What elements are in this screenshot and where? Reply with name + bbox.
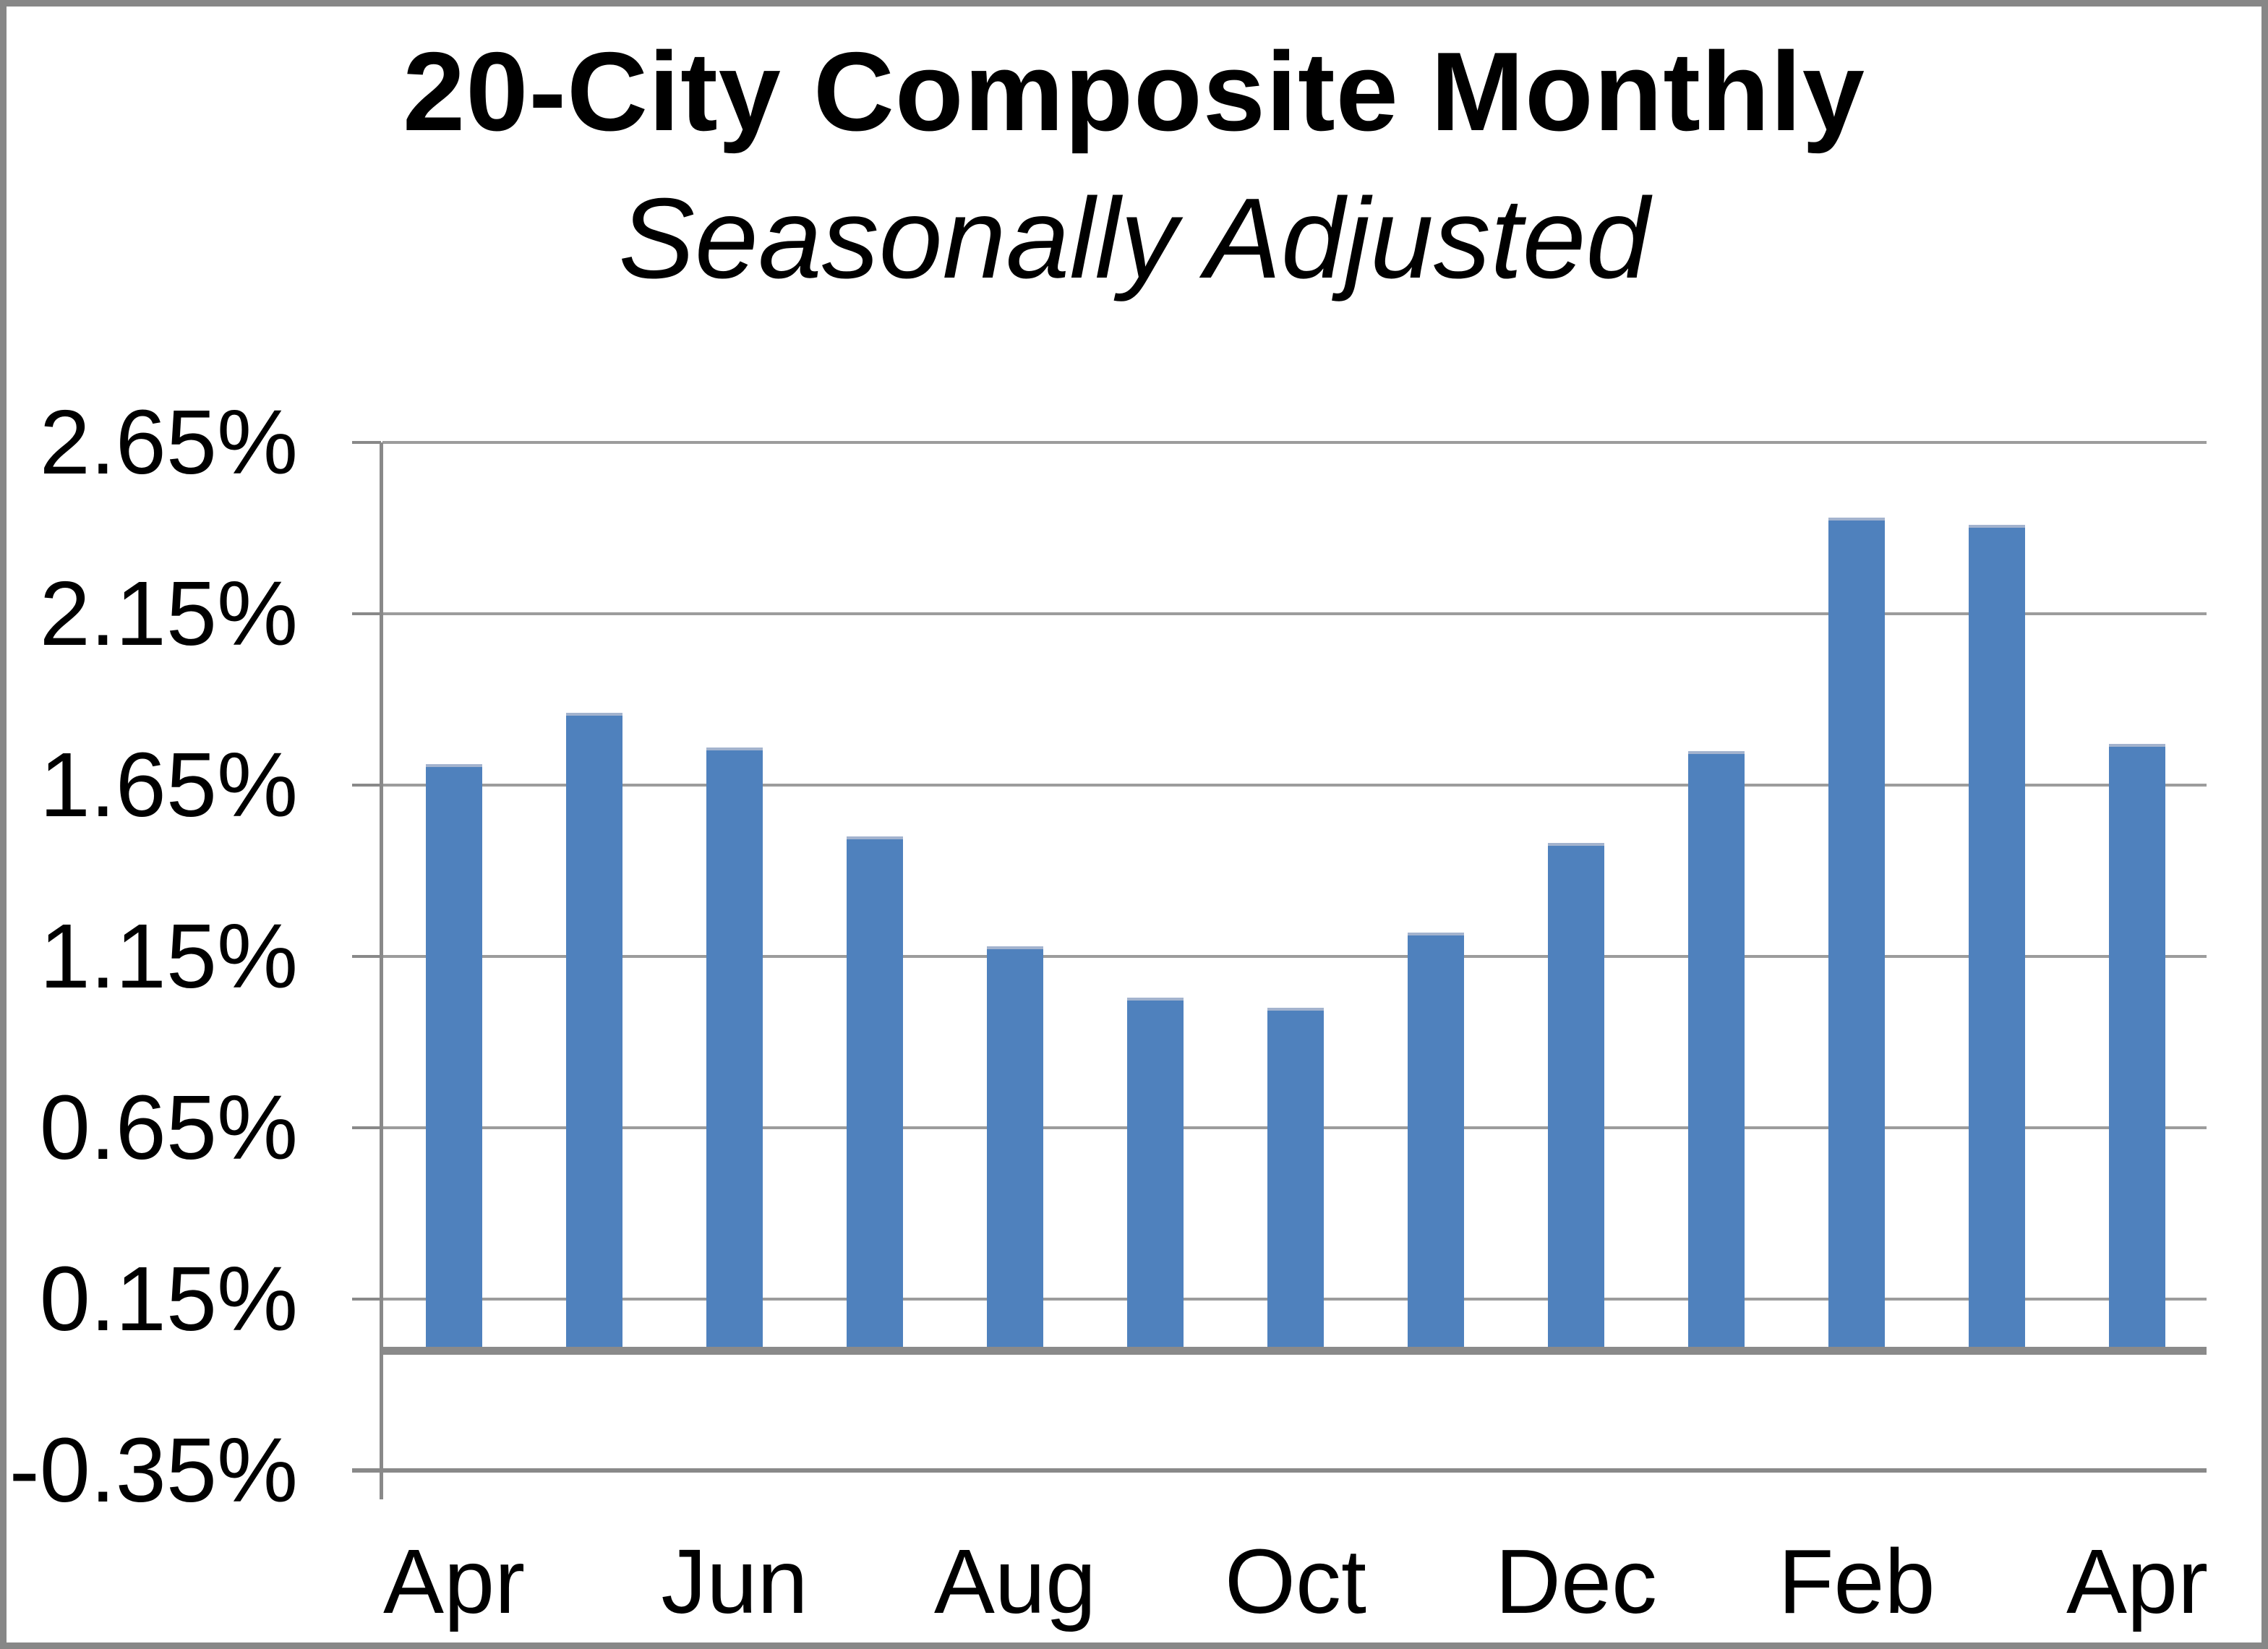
bar-10-jan [1688,751,1745,1347]
x-tick-label: Jun [661,1530,808,1632]
gridline [382,784,2207,787]
bar-12-mar [1969,525,2025,1347]
chart-title: 20-City Composite Monthly [403,29,1865,154]
bar-4-jul [847,836,903,1347]
x-tick-label: Feb [1778,1530,1935,1632]
bar-11-feb [1828,518,1885,1347]
y-axis-tick [352,955,381,958]
y-tick-label: 2.15% [39,562,298,664]
y-tick-label: 2.65% [39,391,298,493]
x-tick-label: Oct [1224,1530,1366,1632]
y-axis-tick [352,784,381,787]
bar-6-sep [1127,998,1184,1347]
x-tick-label: Apr [382,1530,526,1632]
gridline [382,955,2207,958]
y-tick-label: 0.65% [39,1076,298,1178]
y-axis-tick [352,1298,381,1301]
bar-5-aug [987,946,1043,1347]
chart-subtitle: Seasonally Adjusted [618,175,1650,302]
gridline [382,441,2207,444]
bar-3-jun [706,748,763,1347]
y-axis-line [380,442,383,1499]
x-axis-line [352,1468,2207,1473]
bar-8-nov [1408,933,1464,1347]
gridline [382,612,2207,615]
bar-2-may [566,713,622,1347]
y-tick-label: 1.15% [39,905,298,1007]
y-axis-tick [352,612,381,615]
bar-9-dec [1548,843,1604,1347]
y-tick-label: -0.35% [9,1419,298,1521]
y-tick-label: 1.65% [39,734,298,836]
y-axis-tick [352,441,381,444]
x-tick-label: Aug [933,1530,1097,1632]
bar-13-apr [2109,744,2165,1347]
y-axis-tick [352,1126,381,1129]
bar-7-oct [1267,1008,1324,1347]
bar-1-apr [426,764,482,1347]
x-tick-label: Apr [2066,1530,2209,1632]
y-tick-label: 0.15% [39,1248,298,1350]
x-tick-label: Dec [1494,1530,1658,1632]
zero-baseline [382,1347,2207,1355]
